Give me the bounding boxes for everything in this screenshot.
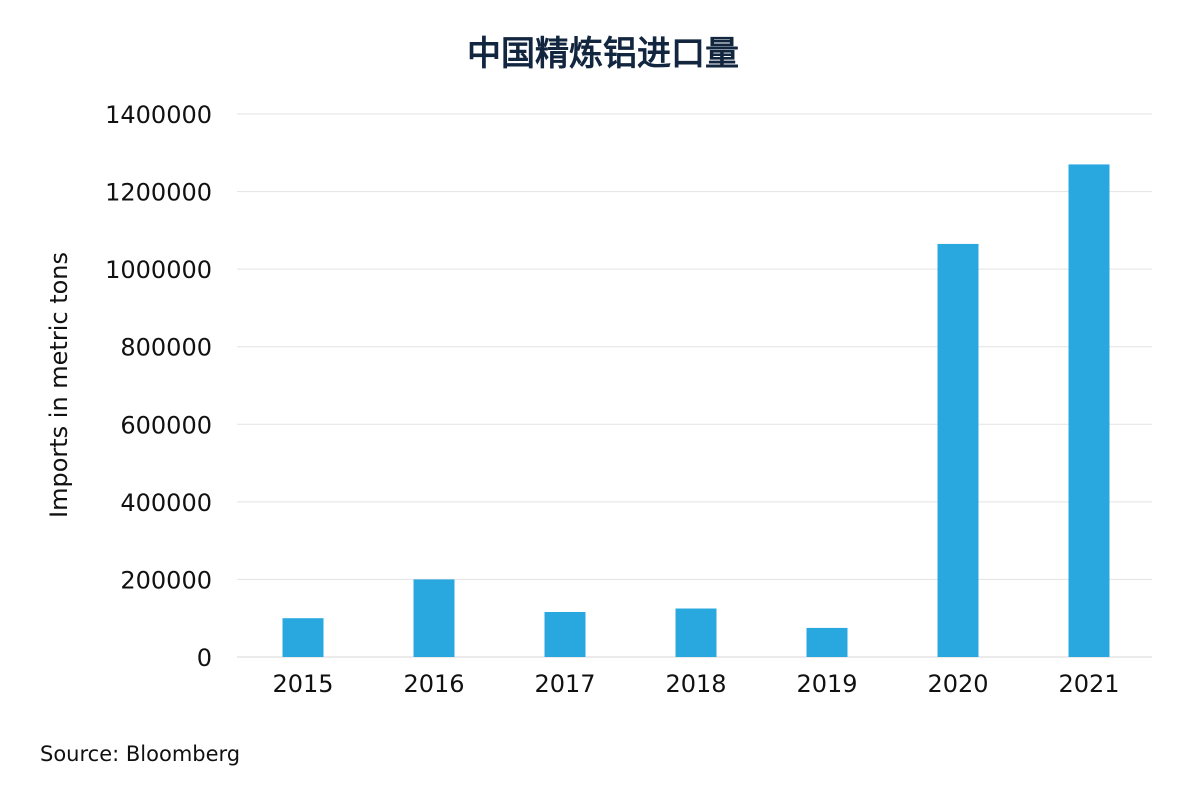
y-tick-label: 600000 xyxy=(120,411,212,439)
y-tick-label: 1000000 xyxy=(105,256,212,284)
y-tick-label: 400000 xyxy=(120,489,212,517)
x-tick-label: 2019 xyxy=(796,670,857,698)
bar-2016 xyxy=(413,579,455,657)
bar-2018 xyxy=(675,608,717,657)
x-axis-ticks: 2015 2016 2017 2018 2019 2020 2021 xyxy=(272,670,1119,698)
bars xyxy=(282,164,1110,658)
bar-2015 xyxy=(282,618,324,657)
x-tick-label: 2016 xyxy=(403,670,464,698)
bar-2021 xyxy=(1068,164,1110,657)
x-tick-label: 2015 xyxy=(272,670,333,698)
source-note: Source: Bloomberg xyxy=(40,742,240,766)
y-tick-label: 1400000 xyxy=(105,101,212,129)
y-tick-label: 0 xyxy=(197,644,212,672)
bar-2017 xyxy=(544,612,586,657)
y-tick-label: 200000 xyxy=(120,566,212,594)
bar-2019 xyxy=(806,627,848,657)
x-tick-label: 2020 xyxy=(927,670,988,698)
x-tick-label: 2021 xyxy=(1058,670,1119,698)
y-axis-label: Imports in metric tons xyxy=(45,252,73,518)
y-tick-label: 800000 xyxy=(120,334,212,362)
bar-2020 xyxy=(937,243,979,658)
x-tick-label: 2017 xyxy=(534,670,595,698)
y-tick-label: 1200000 xyxy=(105,179,212,207)
chart-title: 中国精炼铝进口量 xyxy=(467,34,739,74)
grid-lines xyxy=(237,113,1152,580)
x-tick-label: 2018 xyxy=(665,670,726,698)
y-axis-ticks: 0 200000 400000 600000 800000 1000000 1200000 1… xyxy=(105,101,212,672)
